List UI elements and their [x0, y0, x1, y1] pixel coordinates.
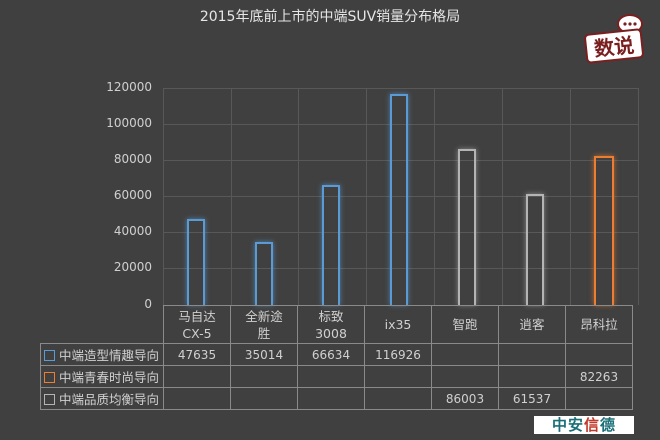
gridline	[163, 124, 638, 125]
table-cell	[364, 387, 432, 410]
table-row: 中端品质均衡导向 86003 61537	[40, 387, 633, 410]
y-tick-label: 0	[144, 297, 152, 311]
gridline	[163, 268, 638, 269]
bar-encore	[594, 156, 614, 305]
legend-entry: 中端造型情趣导向	[40, 343, 164, 366]
table-row: 中端青春时尚导向 82263	[40, 365, 633, 388]
legend-entry: 中端品质均衡导向	[40, 387, 164, 410]
category-label: 马自达 CX-5	[163, 305, 231, 344]
table-cell	[163, 387, 231, 410]
legend-key-gray-icon	[44, 394, 55, 405]
category-header-row: 马自达 CX-5 全新途胜 标致 3008 ix35 智跑 逍客 昂科拉	[40, 305, 633, 344]
table-cell	[431, 365, 499, 388]
table-cell: 86003	[431, 387, 499, 410]
table-cell: 82263	[565, 365, 633, 388]
table-cell	[565, 343, 633, 366]
gridline	[231, 88, 232, 305]
gridline	[163, 88, 164, 305]
bar-qashqai	[526, 194, 544, 305]
plot-area	[163, 88, 639, 305]
gridline	[434, 88, 435, 305]
brand-logo: 中安信德	[534, 416, 634, 434]
table-cell: 47635	[163, 343, 231, 366]
table-cell: 66634	[297, 343, 365, 366]
y-tick-label: 20000	[113, 260, 152, 274]
y-tick-label: 60000	[113, 188, 152, 202]
table-cell	[230, 387, 298, 410]
table-cell: 116926	[364, 343, 432, 366]
table-cell	[431, 343, 499, 366]
category-label: 逍客	[498, 305, 566, 344]
table-cell: 61537	[498, 387, 566, 410]
category-label: 全新途胜	[230, 305, 298, 344]
table-row: 中端造型情趣导向 47635 35014 66634 116926	[40, 343, 633, 366]
bar-mazda-cx5	[187, 219, 205, 305]
category-label: ix35	[364, 305, 432, 344]
bar-ix35	[390, 94, 408, 305]
gridline	[502, 88, 503, 305]
table-cell	[498, 365, 566, 388]
gridline	[163, 232, 638, 233]
shushuo-logo-icon: 数说	[584, 14, 644, 64]
legend-key-orange-icon	[44, 372, 55, 383]
data-table: 马自达 CX-5 全新途胜 标致 3008 ix35 智跑 逍客 昂科拉 中端造型情…	[40, 305, 633, 410]
gridline	[163, 88, 638, 89]
gridline	[163, 160, 638, 161]
gridline	[638, 88, 639, 305]
table-cell	[297, 387, 365, 410]
category-label: 智跑	[431, 305, 499, 344]
chart-title: 2015年底前上市的中端SUV销量分布格局	[199, 9, 461, 25]
table-cell	[498, 343, 566, 366]
bar-tucson	[255, 242, 273, 305]
gridline	[570, 88, 571, 305]
table-cell	[565, 387, 633, 410]
bar-peugeot-3008	[322, 185, 340, 305]
table-cell	[297, 365, 365, 388]
legend-key-blue-icon	[44, 350, 55, 361]
y-tick-label: 120000	[106, 80, 152, 94]
y-tick-label: 100000	[106, 116, 152, 130]
category-label: 标致 3008	[297, 305, 365, 344]
legend-entry: 中端青春时尚导向	[40, 365, 164, 388]
svg-text:数说: 数说	[593, 33, 635, 61]
table-corner	[40, 305, 164, 344]
y-tick-label: 40000	[113, 224, 152, 238]
bar-sportage	[458, 149, 476, 305]
table-cell	[163, 365, 231, 388]
gridline	[163, 196, 638, 197]
table-cell	[364, 365, 432, 388]
category-label: 昂科拉	[565, 305, 633, 344]
y-tick-label: 80000	[113, 152, 152, 166]
gridline	[366, 88, 367, 305]
table-cell: 35014	[230, 343, 298, 366]
table-cell	[230, 365, 298, 388]
gridline	[298, 88, 299, 305]
